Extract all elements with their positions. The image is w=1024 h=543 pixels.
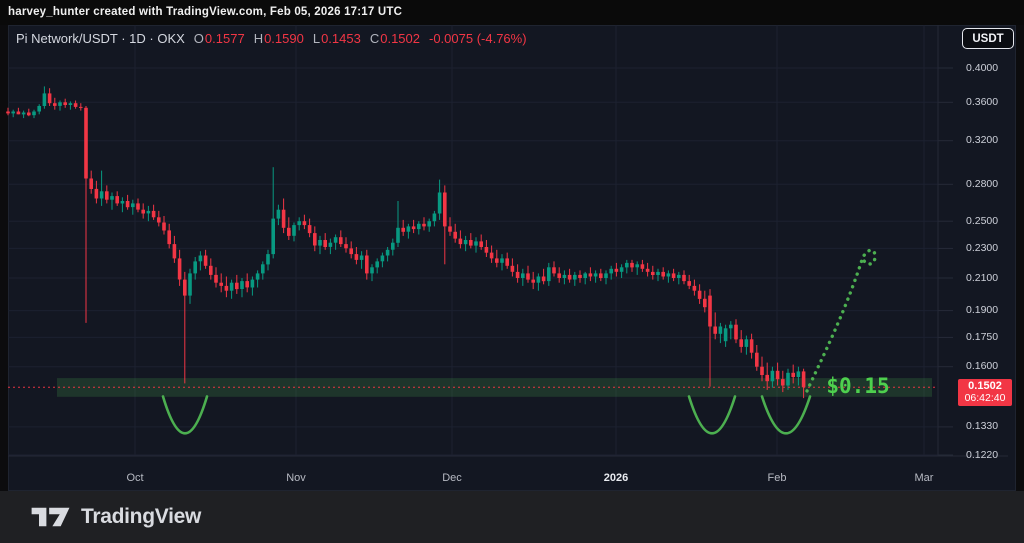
ohlc-close: C 0.1502 [370,31,420,46]
candlestick-chart[interactable]: $0.15 [0,25,1024,491]
time-axis-label: 2026 [603,472,629,484]
high-label: H [253,31,264,46]
tradingview-logo-icon [31,507,70,527]
price-axis-label: 0.1600 [966,360,999,373]
tradingview-logo[interactable]: TradingView [30,505,201,529]
ohlc-open: O 0.1577 [194,31,245,46]
time-scale[interactable]: Oct Nov Dec 2026 Feb Mar [8,456,1016,491]
ohlc-high: H 0.1590 [254,31,304,46]
low-label: L [312,31,321,46]
price-change: -0.0075 (-4.76%) [429,31,527,46]
close-label: C [369,31,380,46]
close-value: 0.1502 [380,31,420,46]
price-axis-label: 0.1330 [966,420,999,433]
tradingview-wordmark: TradingView [81,505,202,528]
support-price-label: $0.15 [826,374,889,398]
time-axis-label: Mar [914,472,934,484]
time-axis-label: Dec [442,472,462,484]
price-axis-label: 0.3600 [966,95,999,108]
price-axis-label: 0.2800 [966,177,999,190]
open-label: O [193,31,204,46]
time-axis-label: Nov [286,472,306,484]
time-axis-label: Oct [126,472,144,484]
price-axis-label: 0.3200 [966,134,999,147]
price-axis-label: 0.1900 [966,304,999,317]
price-axis-label: 0.2300 [966,241,999,254]
footer: TradingView [0,491,1024,543]
price-axis-label: 0.2100 [966,271,999,284]
chart-legend: Pi Network/USDT · 1D · OKX O 0.1577 H 0.15… [16,31,527,46]
attribution-bar: harvey_hunter created with TradingView.c… [0,0,1024,25]
price-axis-label: 0.1750 [966,330,999,343]
high-value: 0.1590 [264,31,304,46]
low-value: 0.1453 [321,31,361,46]
open-value: 0.1577 [204,31,245,46]
last-price-badge: 0.1502 06:42:40 [958,379,1012,407]
price-scale[interactable]: 0.4000 0.3600 0.3200 0.2800 0.2500 0.2300 0.21… [938,25,1016,461]
price-axis-label: 0.2500 [966,214,999,227]
price-axis-label: 0.4000 [966,61,999,74]
bar-countdown: 06:42:40 [964,392,1006,405]
symbol-title: Pi Network/USDT · 1D · OKX [16,31,185,46]
attribution-text: harvey_hunter created with TradingView.c… [8,6,403,18]
time-axis-label: Feb [767,472,787,484]
currency-toggle-button[interactable]: USDT [962,28,1014,49]
ohlc-low: L 0.1453 [313,31,361,46]
price-axis-label: 0.1220 [966,448,999,461]
last-price-value: 0.1502 [968,380,1002,393]
